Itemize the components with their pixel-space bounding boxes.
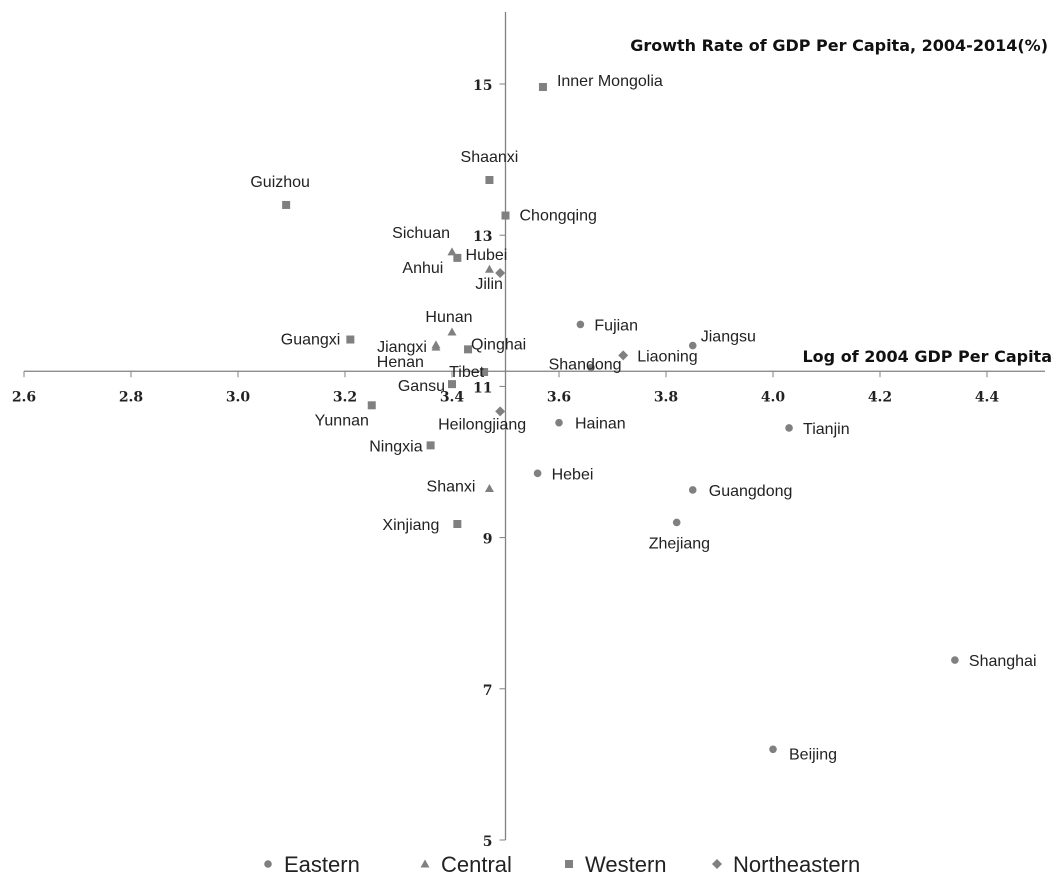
legend: Eastern Central Western Northeastern	[264, 852, 860, 877]
label-shaanxi: Shaanxi	[461, 149, 519, 166]
point-guizhou	[282, 200, 291, 209]
point-heilongjiang	[495, 406, 506, 417]
x-tick-label: 3.4	[440, 389, 465, 405]
label-hubei: Hubei	[466, 247, 508, 264]
label-yunnan: Yunnan	[315, 412, 369, 429]
label-chongqing: Chongqing	[520, 208, 597, 225]
point-gansu	[448, 380, 456, 389]
point-sichuan	[447, 247, 457, 256]
label-jilin: Jilin	[475, 276, 503, 293]
label-guangdong: Guangdong	[709, 483, 793, 500]
point-fujian	[576, 320, 585, 329]
label-inner-mongolia: Inner Mongolia	[557, 73, 663, 90]
label-fujian: Fujian	[594, 317, 638, 334]
point-shandong	[587, 363, 595, 372]
y-axis-ticks: 5 7 9 11 13 15	[473, 78, 506, 850]
point-shanghai	[951, 656, 959, 664]
point-henan	[431, 342, 441, 351]
label-tibet: Tibet	[449, 364, 485, 381]
label-liaoning: Liaoning	[637, 348, 698, 365]
point-inner-mongolia	[538, 83, 547, 92]
point-tianjin	[785, 424, 793, 432]
x-tick-label: 4.2	[868, 389, 892, 405]
legend-marker-northeastern	[712, 859, 722, 869]
y-tick-label: 11	[473, 380, 492, 396]
point-guangdong	[688, 486, 697, 494]
x-tick-label: 3.2	[333, 389, 357, 405]
point-beijing	[769, 745, 777, 754]
y-axis-title: Growth Rate of GDP Per Capita, 2004-2014…	[630, 36, 1048, 55]
legend-marker-eastern	[264, 860, 272, 868]
label-hunan: Hunan	[425, 309, 472, 326]
label-zhejiang: Zhejiang	[649, 535, 710, 552]
label-heilongjiang: Heilongjiang	[438, 416, 526, 433]
legend-label-western: Western	[585, 852, 667, 877]
x-tick-label: 3.8	[654, 389, 678, 405]
y-tick-label: 5	[483, 834, 493, 850]
x-tick-label: 4.4	[975, 389, 1000, 405]
point-anhui	[453, 253, 462, 262]
y-tick-label: 13	[473, 229, 492, 245]
x-tick-label: 3.6	[547, 389, 571, 405]
label-xinjiang: Xinjiang	[382, 517, 439, 534]
label-shandong: Shandong	[549, 357, 622, 374]
legend-label-eastern: Eastern	[284, 852, 360, 877]
x-axis-title: Log of 2004 GDP Per Capita	[802, 347, 1052, 366]
data-points: Fujian Jiangsu Shandong Tianjin Hainan Hebei G…	[250, 73, 1036, 763]
label-sichuan: Sichuan	[392, 225, 450, 242]
point-jiangsu	[688, 341, 697, 350]
point-zhejiang	[672, 518, 681, 527]
point-liaoning	[618, 350, 629, 361]
x-tick-label: 4.0	[761, 389, 786, 405]
label-jiangxi: Jiangxi	[377, 339, 427, 356]
y-tick-label: 7	[483, 683, 493, 699]
legend-label-central: Central	[441, 852, 512, 877]
label-qinghai: Qinghai	[471, 336, 526, 353]
legend-label-northeastern: Northeastern	[733, 852, 860, 877]
x-tick-label: 2.8	[119, 389, 143, 405]
point-chongqing	[501, 211, 510, 220]
label-hebei: Hebei	[552, 466, 594, 483]
x-tick-label: 3.0	[226, 389, 251, 405]
label-jiangsu: Jiangsu	[701, 329, 756, 346]
label-henan: Henan	[377, 354, 424, 371]
label-beijing: Beijing	[789, 746, 837, 763]
y-tick-label: 9	[483, 532, 493, 548]
label-shanxi: Shanxi	[427, 478, 476, 495]
point-shanxi	[484, 483, 494, 492]
axes	[24, 12, 1045, 840]
point-tibet	[480, 368, 489, 377]
point-hubei	[484, 264, 494, 273]
label-anhui: Anhui	[402, 260, 443, 277]
label-shanghai: Shanghai	[969, 653, 1037, 670]
legend-marker-central	[420, 859, 430, 868]
label-guizhou: Guizhou	[250, 174, 310, 191]
x-axis-ticks: 2.6 2.8 3.0 3.2 3.4 3.6 3.8 4.0 4.2 4.4	[12, 371, 1000, 405]
point-jilin	[495, 268, 506, 278]
label-hainan: Hainan	[575, 416, 626, 433]
point-hunan	[447, 327, 457, 336]
point-hebei	[533, 469, 542, 478]
y-tick-label: 15	[473, 78, 492, 94]
label-tianjin: Tianjin	[803, 421, 850, 438]
point-ningxia	[426, 441, 435, 450]
point-yunnan	[367, 401, 376, 410]
point-shaanxi	[485, 176, 494, 185]
x-tick-label: 2.6	[12, 389, 36, 405]
label-guangxi: Guangxi	[281, 332, 341, 349]
point-xinjiang	[453, 519, 462, 528]
point-guangxi	[346, 335, 355, 344]
label-ningxia: Ningxia	[369, 438, 422, 455]
point-hainan	[555, 418, 563, 427]
label-gansu: Gansu	[398, 378, 445, 395]
point-qinghai	[464, 345, 473, 354]
legend-marker-western	[565, 860, 573, 868]
